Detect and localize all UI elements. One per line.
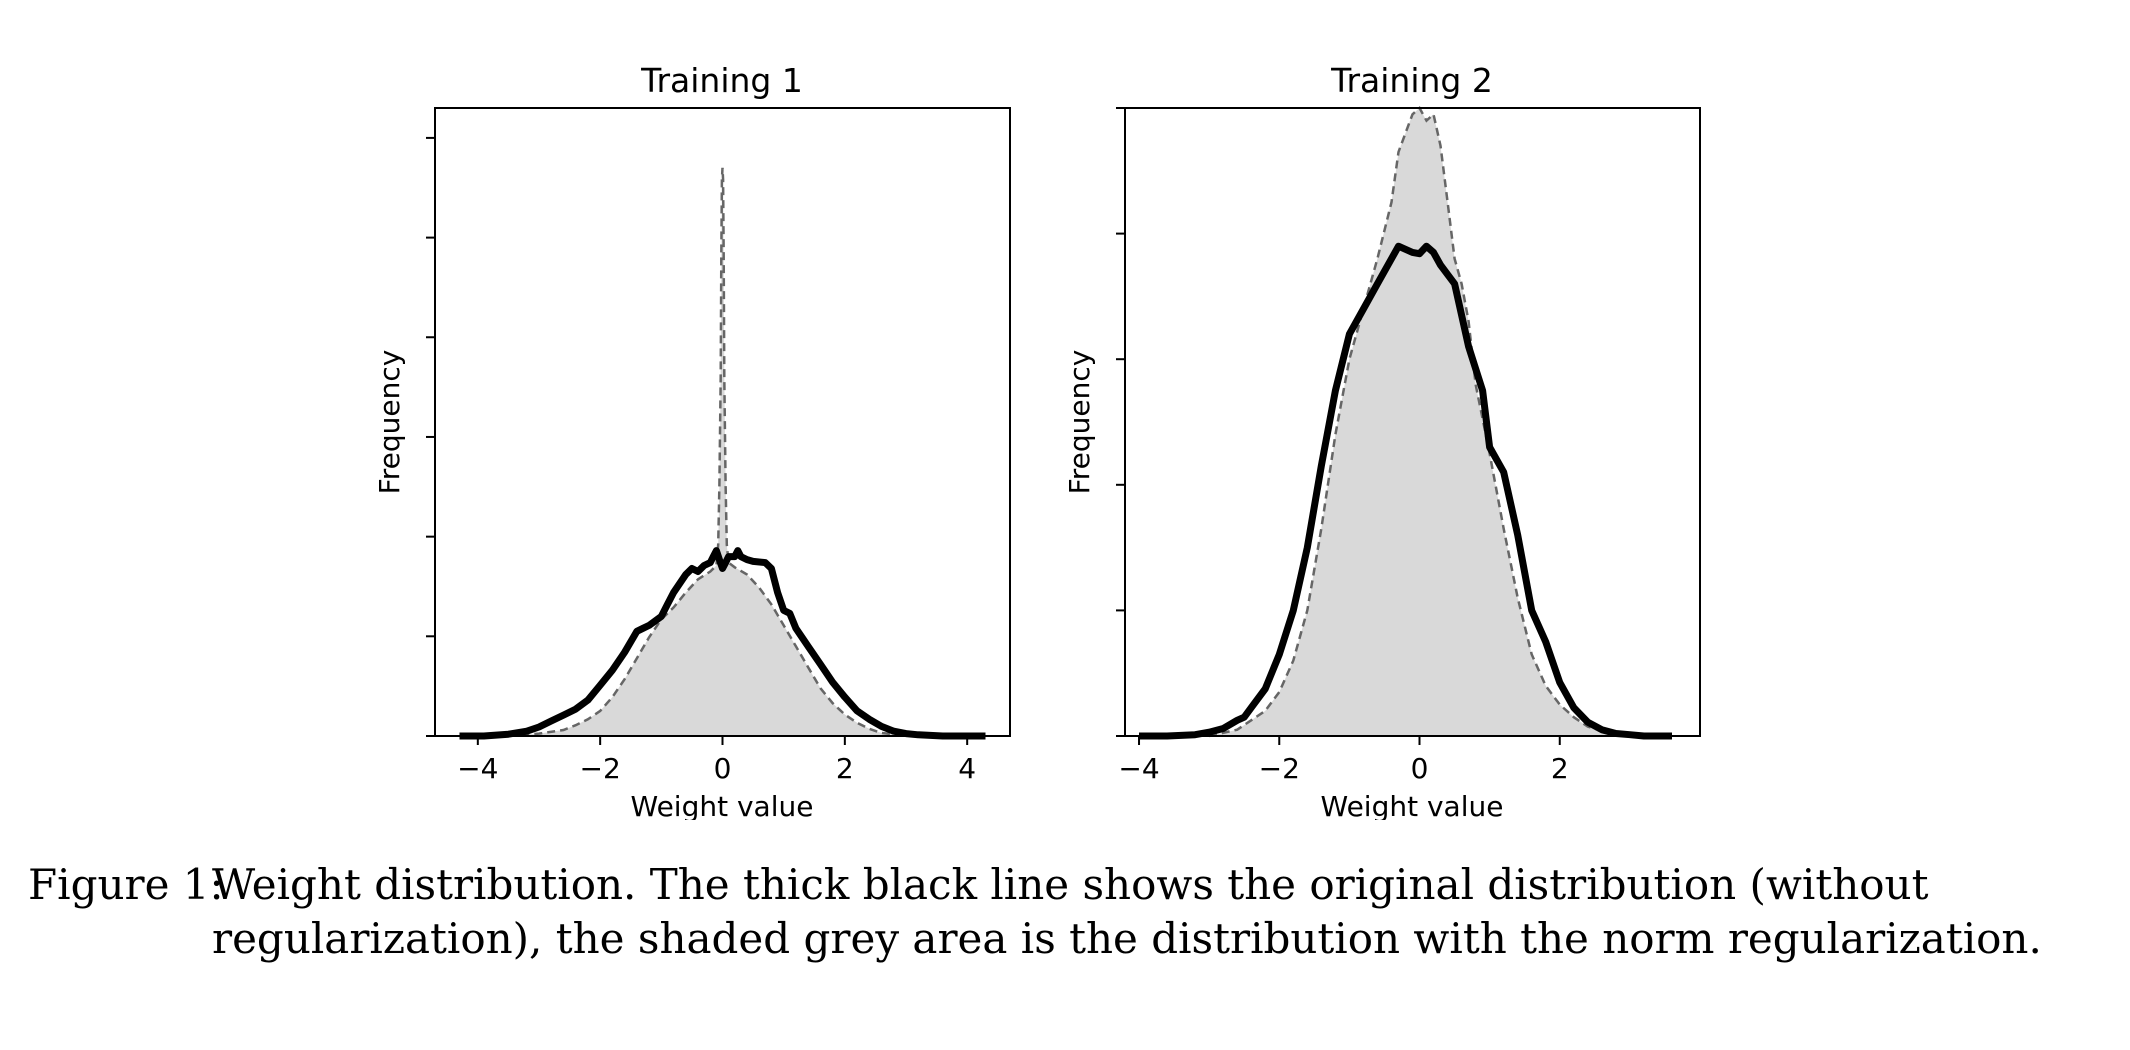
x-tick-label: 2 [836, 752, 854, 785]
figure: Training 1 −4 −2 0 2 4 Weight value Frequenc… [373, 61, 1701, 820]
y-axis-label: Frequency [1063, 350, 1096, 495]
regularized-area [1209, 108, 1630, 736]
x-tick-label: 0 [1411, 752, 1429, 785]
original-line [459, 547, 986, 740]
x-axis-ticks: −4 −2 0 2 4 [457, 736, 976, 785]
x-axis-ticks: −4 −2 0 2 [1118, 736, 1569, 785]
y-axis-label: Frequency [373, 350, 406, 495]
figure-caption: Figure 1: Weight distribution. The thick… [28, 858, 2108, 966]
chart-title: Training 2 [1330, 61, 1493, 100]
regularized-outline [1208, 106, 1631, 738]
x-tick-label: −2 [1259, 752, 1300, 785]
x-tick-label: 4 [958, 752, 976, 785]
x-tick-label: 0 [714, 752, 732, 785]
original-line [1139, 242, 1672, 740]
y-axis-ticks [426, 136, 435, 737]
caption-label: Figure 1: [28, 860, 224, 909]
x-axis-label: Weight value [1321, 790, 1504, 820]
regularized-outline [508, 167, 937, 738]
y-axis-ticks [1116, 107, 1125, 737]
x-tick-label: −2 [580, 752, 621, 785]
panel-training-1: Training 1 −4 −2 0 2 4 Weight value Frequenc… [373, 61, 1011, 820]
x-axis-label: Weight value [631, 790, 814, 820]
plot-frame [1124, 107, 1701, 737]
x-tick-label: 2 [1551, 752, 1569, 785]
chart-title: Training 1 [640, 61, 803, 100]
regularized-area [508, 167, 937, 737]
x-tick-label: −4 [1118, 752, 1159, 785]
panel-training-2: Training 2 −4 −2 0 2 Weight value Frequency [1063, 61, 1701, 820]
caption-text: Weight distribution. The thick black lin… [212, 860, 2042, 963]
x-tick-label: −4 [457, 752, 498, 785]
